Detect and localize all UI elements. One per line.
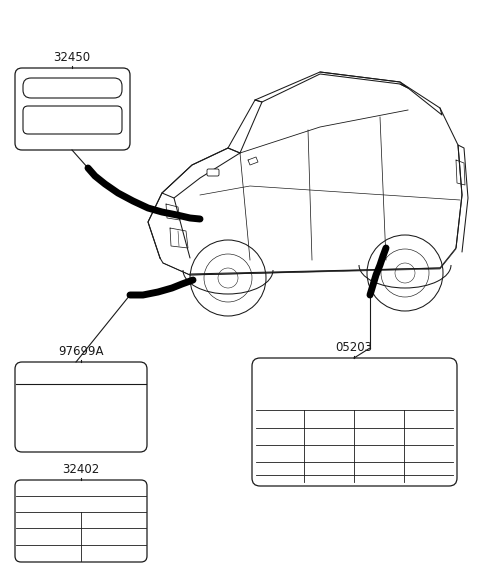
Text: 97699A: 97699A bbox=[58, 345, 104, 358]
FancyBboxPatch shape bbox=[23, 78, 122, 98]
FancyBboxPatch shape bbox=[23, 106, 122, 134]
FancyBboxPatch shape bbox=[15, 480, 147, 562]
FancyBboxPatch shape bbox=[15, 362, 147, 452]
FancyBboxPatch shape bbox=[207, 169, 219, 176]
Text: 32450: 32450 bbox=[53, 51, 91, 64]
Text: 32402: 32402 bbox=[62, 463, 100, 476]
FancyBboxPatch shape bbox=[15, 68, 130, 150]
Text: 05203: 05203 bbox=[336, 341, 372, 354]
FancyBboxPatch shape bbox=[252, 358, 457, 486]
